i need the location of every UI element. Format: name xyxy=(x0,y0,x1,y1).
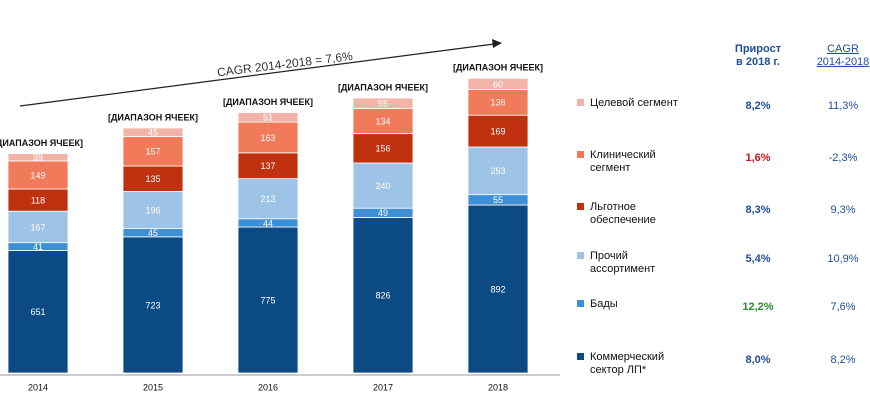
value-label: 240 xyxy=(375,181,390,191)
bar-segment xyxy=(7,160,69,190)
bar-segment xyxy=(122,236,184,374)
value-label: 137 xyxy=(260,161,275,171)
bar-label: [ДИАПАЗОН ЯЧЕЕК] xyxy=(223,97,313,107)
value-label: 149 xyxy=(30,170,45,180)
x-tick-label: 2015 xyxy=(143,382,163,392)
value-label: 196 xyxy=(145,205,160,215)
legend-label: Целевой сегмент xyxy=(590,97,678,109)
value-label: 253 xyxy=(490,166,505,176)
value-label: 55 xyxy=(378,99,388,109)
cagr-value: 8,2% xyxy=(830,354,855,366)
value-label: 892 xyxy=(490,284,505,294)
growth-value: 1,6% xyxy=(745,152,770,164)
bar-segment xyxy=(467,77,529,90)
legend-swatch xyxy=(577,300,584,307)
legend-label: Клинический сегмент xyxy=(590,149,656,174)
table-header: CAGR xyxy=(827,43,859,55)
growth-value: 8,0% xyxy=(745,354,770,366)
bar-segment xyxy=(467,89,529,116)
cagr-value: 11,3% xyxy=(828,100,859,112)
bar-segment xyxy=(122,191,184,229)
value-label: 45 xyxy=(148,228,158,238)
value-label: 136 xyxy=(490,98,505,108)
value-label: 49 xyxy=(378,208,388,218)
value-label: 651 xyxy=(30,307,45,317)
bar-segment xyxy=(7,210,69,244)
bar-label: [ДИАПАЗОН ЯЧЕЕК] xyxy=(108,112,198,122)
table-header: 2014-2018 xyxy=(817,56,870,68)
value-label: 135 xyxy=(145,174,160,184)
value-label: 51 xyxy=(263,113,273,123)
legend-swatch xyxy=(577,353,584,360)
value-label: 156 xyxy=(375,144,390,154)
bar-segment xyxy=(467,204,529,374)
cagr-value: 10,9% xyxy=(827,253,858,265)
growth-value: 12,2% xyxy=(742,301,773,313)
value-label: 134 xyxy=(375,116,390,126)
x-tick-label: 2014 xyxy=(28,382,48,392)
legend-swatch xyxy=(577,151,584,158)
cagr-arrow xyxy=(19,43,495,107)
x-tick-label: 2018 xyxy=(488,382,508,392)
bar-segment xyxy=(122,136,184,167)
legend-swatch xyxy=(577,99,584,106)
growth-value: 8,3% xyxy=(745,204,770,216)
value-label: 167 xyxy=(30,222,45,232)
table-header: в 2018 г. xyxy=(736,56,780,68)
value-label: 213 xyxy=(260,194,275,204)
value-label: 39 xyxy=(33,153,43,163)
bar-segment xyxy=(237,112,299,123)
bar-segment xyxy=(237,121,299,154)
cagr-value: 7,6% xyxy=(830,301,855,313)
cagr-value: 9,3% xyxy=(830,204,855,216)
value-label: 775 xyxy=(260,295,275,305)
value-label: 55 xyxy=(493,195,503,205)
bar-label: [ДИАПАЗОН ЯЧЕЕК] xyxy=(338,82,428,92)
value-label: 723 xyxy=(145,300,160,310)
table-header: Прирост xyxy=(735,43,782,55)
growth-value: 8,2% xyxy=(745,100,770,112)
value-label: 118 xyxy=(31,195,45,205)
bar-segment xyxy=(467,146,529,196)
value-label: 60 xyxy=(493,79,503,89)
value-label: 163 xyxy=(260,133,275,143)
value-label: 169 xyxy=(490,126,505,136)
arrow-head xyxy=(492,39,502,48)
bar-segment xyxy=(467,114,529,148)
bar-segment xyxy=(237,178,299,220)
bar-segment xyxy=(122,165,184,192)
bar-segment xyxy=(7,249,69,374)
legend-label: Бады xyxy=(590,298,618,310)
x-tick-label: 2016 xyxy=(258,382,278,392)
bar-segment xyxy=(122,127,184,137)
growth-value: 5,4% xyxy=(745,253,770,265)
legend-swatch xyxy=(577,252,584,259)
bar-segment xyxy=(7,153,69,162)
bar-segment xyxy=(237,226,299,374)
bar-segment xyxy=(352,97,414,109)
legend-label: Коммерческий сектор ЛП* xyxy=(590,351,664,376)
annotation: CAGR 2014-2018 = 7,6% xyxy=(216,49,353,80)
cagr-value: -2,3% xyxy=(829,152,858,164)
bar-label: [ДИАПАЗОН ЯЧЕЕК] xyxy=(0,138,83,148)
value-label: 157 xyxy=(145,147,160,157)
x-tick-label: 2017 xyxy=(373,382,393,392)
value-label: 44 xyxy=(263,218,273,228)
legend-label: Прочий ассортимент xyxy=(590,250,655,275)
bar-segment xyxy=(352,217,414,374)
bar-label: [ДИАПАЗОН ЯЧЕЕК] xyxy=(453,63,543,73)
legend-label: Льготное обеспечение xyxy=(590,201,656,226)
bar-segment xyxy=(352,107,414,135)
legend-swatch xyxy=(577,203,584,210)
value-label: 41 xyxy=(33,242,43,252)
value-label: 45 xyxy=(148,128,158,138)
value-label: 826 xyxy=(375,291,390,301)
